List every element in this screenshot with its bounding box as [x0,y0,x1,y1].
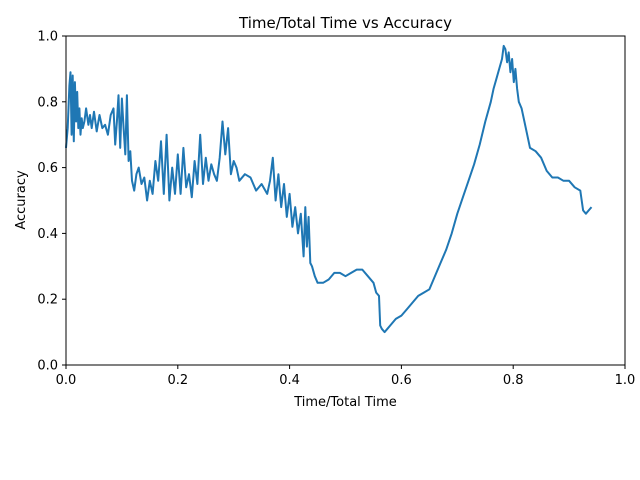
x-tick-label: 0.6 [391,373,412,388]
y-axis-label: Accuracy [14,170,29,230]
plot-area: 0.0 0.2 0.4 0.6 0.8 1.0 0.0 0.2 0.4 0.6 0.8 1.0 [37,30,635,389]
x-axis-label: Time/Total Time [293,395,397,410]
x-tick-label: 0.4 [279,373,300,388]
chart-title: Time/Total Time vs Accuracy [238,14,452,32]
y-tick-label: 1.0 [37,30,58,45]
y-tick-label: 0.2 [37,293,58,308]
y-tick-label: 0.4 [37,227,58,242]
y-tick-label: 0.6 [37,161,58,176]
y-tick-label: 0.8 [37,95,58,110]
axes-frame [65,35,626,366]
x-tick-label: 0.0 [56,373,77,388]
y-tick-label: 0.0 [37,359,58,374]
x-tick-label: 0.2 [167,373,188,388]
x-tick-label: 1.0 [615,373,636,388]
x-tick-label: 0.8 [503,373,524,388]
series-line-0 [65,44,593,334]
